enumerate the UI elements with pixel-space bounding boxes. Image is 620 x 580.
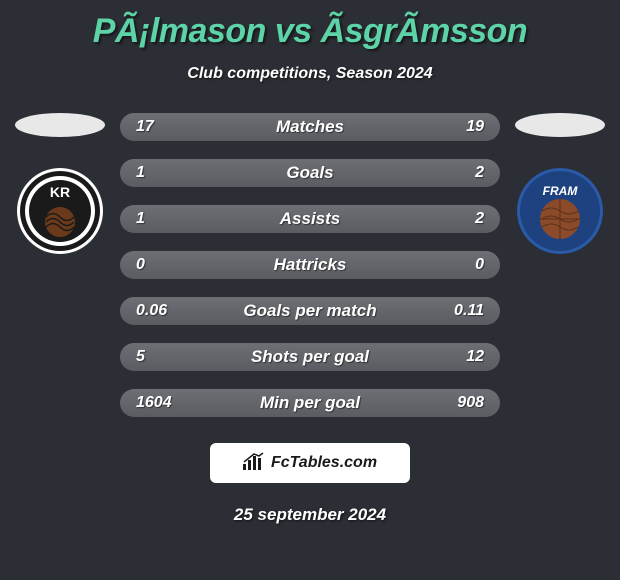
svg-text:FRAM: FRAM [543, 184, 579, 198]
stat-left-value: 1604 [136, 394, 186, 412]
stat-label: Assists [280, 209, 340, 229]
stat-label: Hattricks [274, 255, 347, 275]
stat-row-assists: 1 Assists 2 [120, 205, 500, 233]
stat-right-value: 19 [434, 118, 484, 136]
team-right-ellipse [515, 113, 605, 137]
stat-right-value: 0.11 [434, 302, 484, 320]
content-area: KR 17 Matches 19 1 Goals 2 1 Assists 2 0 [0, 113, 620, 417]
footer-date: 25 september 2024 [234, 505, 386, 525]
fram-logo-icon: FRAM [516, 167, 604, 255]
chart-icon [243, 452, 265, 475]
page-title: PÃ¡lmason vs ÃsgrÃ­msson [93, 12, 527, 51]
stat-row-min-per-goal: 1604 Min per goal 908 [120, 389, 500, 417]
stat-row-goals-per-match: 0.06 Goals per match 0.11 [120, 297, 500, 325]
stat-row-shots-per-goal: 5 Shots per goal 12 [120, 343, 500, 371]
team-left-ellipse [15, 113, 105, 137]
stat-right-value: 2 [434, 210, 484, 228]
stats-column: 17 Matches 19 1 Goals 2 1 Assists 2 0 Ha… [120, 113, 500, 417]
stat-left-value: 17 [136, 118, 186, 136]
stat-right-value: 908 [434, 394, 484, 412]
stat-label: Shots per goal [251, 347, 369, 367]
stat-row-goals: 1 Goals 2 [120, 159, 500, 187]
stat-label: Matches [276, 117, 344, 137]
stat-left-value: 0.06 [136, 302, 186, 320]
stat-row-hattricks: 0 Hattricks 0 [120, 251, 500, 279]
stat-right-value: 12 [434, 348, 484, 366]
team-left-column: KR [10, 113, 110, 255]
stat-label: Min per goal [260, 393, 360, 413]
subtitle: Club competitions, Season 2024 [187, 65, 432, 83]
footer-brand-text: FcTables.com [271, 454, 377, 472]
stat-right-value: 0 [434, 256, 484, 274]
main-container: PÃ¡lmason vs ÃsgrÃ­msson Club competitio… [0, 0, 620, 580]
stat-left-value: 1 [136, 164, 186, 182]
stat-right-value: 2 [434, 164, 484, 182]
stat-row-matches: 17 Matches 19 [120, 113, 500, 141]
kr-logo-icon: KR [16, 167, 104, 255]
team-right-logo: FRAM [516, 167, 604, 255]
team-right-column: FRAM [510, 113, 610, 255]
team-left-logo: KR [16, 167, 104, 255]
footer-brand-box: FcTables.com [210, 443, 410, 483]
svg-text:KR: KR [50, 184, 70, 200]
stat-label: Goals per match [243, 301, 376, 321]
stat-left-value: 5 [136, 348, 186, 366]
stat-left-value: 0 [136, 256, 186, 274]
stat-left-value: 1 [136, 210, 186, 228]
stat-label: Goals [286, 163, 333, 183]
